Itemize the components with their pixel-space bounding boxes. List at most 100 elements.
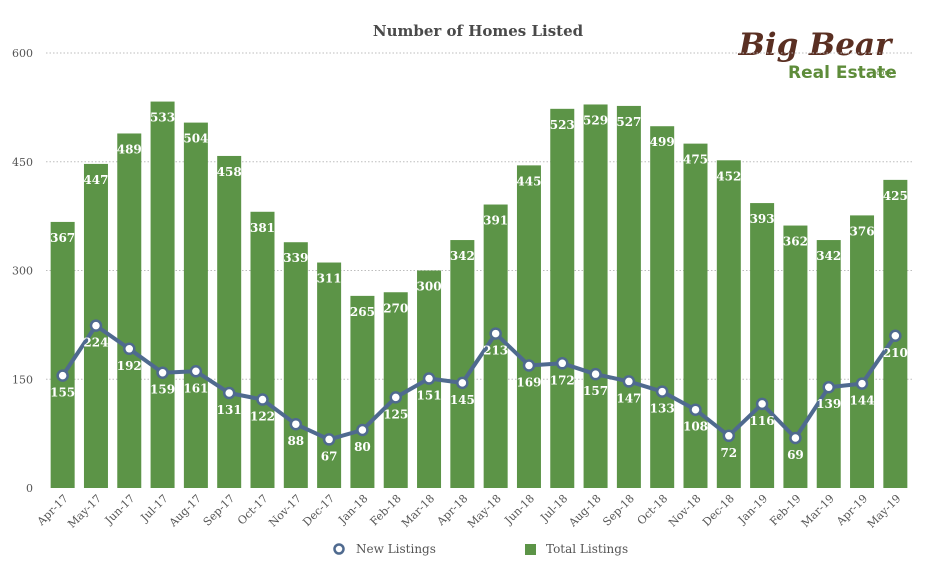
line-point	[789, 431, 802, 445]
bar	[783, 225, 808, 489]
line-point	[289, 417, 303, 431]
line-point	[855, 377, 869, 390]
x-tick-label: Oct-18	[635, 492, 671, 528]
x-tick-label: Dec-17	[300, 492, 337, 529]
bar-value-label: 342	[450, 249, 475, 263]
x-tick-label: May-18	[465, 492, 504, 531]
x-tick-label: Feb-19	[767, 492, 803, 528]
line-point	[755, 397, 769, 411]
line-value-label: 144	[850, 394, 875, 408]
bar-value-label: 381	[250, 221, 275, 235]
x-tick-label: Aug-18	[566, 492, 604, 530]
line-value-label: 69	[787, 448, 804, 462]
line-point	[356, 423, 369, 437]
legend-label-total-listings: Total Listings	[546, 542, 628, 556]
line-point	[389, 391, 402, 404]
bar-value-label: 393	[750, 212, 775, 226]
bar-value-label: 265	[350, 305, 375, 319]
line-value-label: 72	[720, 446, 737, 460]
bar	[450, 240, 475, 488]
line-value-label: 192	[117, 359, 142, 373]
line-value-label: 139	[816, 397, 841, 411]
x-tick-label: Nov-17	[266, 492, 304, 530]
x-tick-label: Sep-17	[201, 492, 238, 529]
bar	[516, 165, 541, 488]
line-point	[556, 357, 569, 370]
bar-value-label: 499	[650, 135, 675, 149]
line-value-label: 116	[750, 414, 775, 428]
line-point	[123, 342, 136, 356]
bar-value-label: 425	[883, 189, 908, 203]
bar	[650, 126, 675, 488]
bar-value-label: 533	[150, 111, 175, 125]
bar	[550, 108, 575, 488]
line-value-label: 161	[183, 381, 208, 395]
bar	[350, 295, 375, 488]
line-value-label: 224	[83, 336, 108, 350]
logo-line2: Real Estate	[788, 63, 897, 83]
x-tick-label: Apr-17	[34, 492, 71, 529]
x-tick-label: Jun-17	[102, 492, 138, 528]
legend: New Listings Total Listings	[333, 542, 628, 556]
bar-value-label: 529	[583, 113, 608, 127]
x-tick-label: May-19	[865, 492, 904, 531]
bar-labels: 367 447 489 533 504 458 381 339 311 265 270 300 342 3…	[50, 111, 908, 319]
line-point	[722, 429, 736, 443]
line-value-label: 157	[583, 384, 608, 398]
line-point	[622, 375, 636, 388]
line-value-label: 155	[50, 386, 75, 400]
line-point	[456, 376, 469, 390]
line-value-label: 122	[250, 410, 275, 424]
line-point	[156, 366, 169, 379]
legend-label-new-listings: New Listings	[356, 542, 436, 556]
bar-value-label: 339	[283, 251, 308, 265]
bar-value-label: 447	[83, 173, 108, 187]
line-value-label: 131	[217, 403, 242, 417]
bar	[283, 242, 308, 488]
bar-value-label: 391	[483, 214, 508, 228]
bar-value-label: 311	[317, 272, 342, 286]
bar-value-label: 527	[616, 115, 641, 129]
x-tick-label: Apr-18	[434, 492, 471, 529]
x-tick-label: Dec-18	[700, 492, 737, 529]
y-tick-label: 150	[12, 373, 33, 386]
bar-value-label: 270	[383, 301, 408, 315]
x-tick-label: Apr-19	[833, 492, 870, 529]
line-value-label: 88	[287, 434, 304, 448]
bar-value-label: 452	[716, 169, 741, 183]
bar-value-label: 367	[50, 231, 75, 245]
line-point	[522, 359, 536, 372]
line-point	[689, 403, 702, 416]
line-point	[422, 372, 436, 385]
bar	[816, 240, 841, 488]
x-tick-label: May-17	[65, 492, 104, 531]
bar	[616, 105, 641, 489]
chart-title: Number of Homes Listed	[373, 22, 584, 40]
bar	[683, 143, 708, 488]
x-tick-label: Aug-17	[166, 492, 204, 530]
line-path	[60, 323, 897, 442]
x-tick-label: Sep-18	[600, 492, 637, 529]
bar-value-label: 445	[516, 174, 541, 188]
legend-marker-total-listings	[525, 544, 536, 555]
line-value-label: 151	[417, 389, 442, 403]
bar	[383, 292, 408, 488]
bar-series	[50, 101, 908, 489]
line-point	[189, 365, 203, 378]
line-value-label: 133	[650, 402, 675, 416]
brand-logo: Big Bear Real Estate .com	[738, 27, 897, 83]
line-value-label: 172	[550, 373, 575, 387]
x-tick-label: Oct-17	[235, 492, 271, 528]
line-point	[655, 385, 669, 398]
x-tick-label: Jun-18	[502, 492, 538, 528]
bar-value-label: 362	[783, 235, 808, 249]
line-value-label: 67	[321, 449, 338, 463]
bar-value-label: 458	[217, 165, 242, 179]
line-point	[889, 329, 902, 342]
grid	[46, 52, 912, 380]
bar	[317, 262, 342, 488]
bar	[750, 203, 775, 488]
legend-marker-new-listings	[333, 543, 345, 555]
